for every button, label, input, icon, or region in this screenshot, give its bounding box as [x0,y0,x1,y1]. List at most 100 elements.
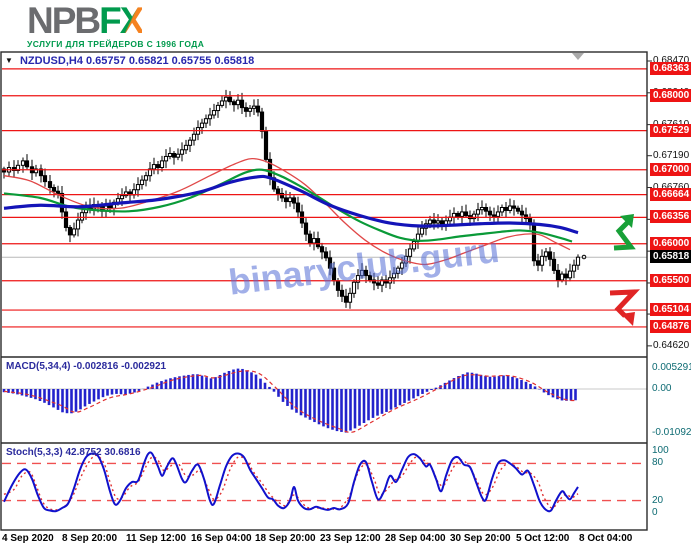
candle-body [379,279,385,286]
candle-body [483,206,489,212]
candle-body [239,99,245,109]
candle-body [375,282,381,286]
candle-body [79,212,85,221]
candle-body [355,275,361,283]
chart-title: ▼ NZDUSD,H4 0.65757 0.65821 0.65755 0.65… [5,55,254,67]
chart-frame [0,51,648,531]
candle-body [143,175,149,181]
candle-body [555,269,561,281]
candle-body [435,220,441,224]
stoch-scale-label: 0 [652,507,658,518]
candle-body [251,105,257,109]
time-axis-label: 18 Sep 20:00 [255,533,316,544]
time-axis-label: 8 Sep 20:00 [62,533,118,544]
candle-body [119,195,125,200]
candle-body [539,255,545,266]
candle-body [335,280,341,291]
sell-arrow-head [621,312,635,326]
candle-body [431,219,437,224]
candle-body [219,100,225,106]
candle-body [167,152,173,157]
candle-body [283,197,289,203]
candle-body [571,264,577,272]
candle-body [491,214,497,217]
level-price-badge: 0.67000 [650,162,691,176]
candle-body [51,187,57,192]
candle-body [315,238,321,248]
candle-body [543,251,549,257]
candle-body [171,152,177,158]
candle-body [399,262,405,269]
time-axis-label: 30 Sep 20:00 [450,533,511,544]
logo-x-letter: X [119,0,145,41]
level-price-badge: 0.65500 [650,273,691,287]
level-price-badge: 0.67529 [650,123,691,137]
candle-body [475,209,481,215]
candle-body [295,202,301,213]
candle-body [247,107,253,112]
candle-body [71,228,77,236]
candle-body [279,192,285,199]
candle-body [159,160,165,169]
candle-body [67,226,73,236]
candle-body [503,206,509,211]
candle-body [47,181,53,189]
logo-brand-text: NPB [27,0,101,41]
level-price-badge: 0.66356 [650,210,691,224]
candle-body [567,270,573,279]
level-price-badge: 0.66000 [650,236,691,250]
candle-body [495,211,501,217]
ohlc-values: 0.65757 0.65821 0.65755 0.65818 [86,55,255,67]
time-axis-label: 8 Oct 04:00 [579,533,633,544]
candle-body [327,257,333,269]
stoch-d-line [3,454,579,511]
candle-body [459,211,465,217]
candle-body [211,110,217,116]
candle-body [155,164,161,169]
candle-body [531,222,537,262]
candle-body [487,210,493,216]
time-axis-label: 4 Sep 2020 [2,533,54,544]
candle-body [535,260,541,266]
candle-body [275,188,281,194]
candle-body [419,227,425,235]
candle-body [575,256,581,266]
candle-body [287,197,293,203]
candle-body [63,211,69,228]
candle-body [33,168,39,174]
candle-body [55,190,61,194]
candle-body [563,273,569,279]
candle-body [123,191,129,197]
macd-scale-label: 0.00 [652,383,672,394]
level-price-badge: 0.64876 [650,319,691,333]
candle-body [339,289,345,297]
collapse-triangle-icon[interactable]: ▼ [5,56,13,65]
candle-body [383,279,389,284]
candle-body [559,273,565,281]
candle-body [163,155,169,162]
buy-signal-arrow-icon [613,220,636,251]
candle-body [1,168,7,173]
macd-panel-label: MACD(5,34,4) -0.002816 -0.002921 [6,361,166,372]
candle-body [255,105,261,113]
candle-body [303,222,309,235]
chart-shift-marker-icon [572,53,584,60]
macd-values: -0.002816 -0.002921 [73,361,167,372]
candle-body [391,272,397,279]
candle-body [307,233,313,244]
candle-body [511,205,517,209]
candle-body [75,219,81,230]
candle-body [59,192,65,213]
candle-body [367,275,373,281]
candle-body [523,214,529,220]
stoch-values: 42.8752 30.6816 [65,447,141,458]
stoch-scale-label: 20 [652,494,664,506]
candle-body [203,118,209,124]
candle-body [243,107,249,112]
candle-body [507,205,513,211]
current-price-badge: 0.65818 [650,250,691,264]
macd-scale-label: 0.005291 [652,361,691,373]
candle-body [175,153,181,158]
